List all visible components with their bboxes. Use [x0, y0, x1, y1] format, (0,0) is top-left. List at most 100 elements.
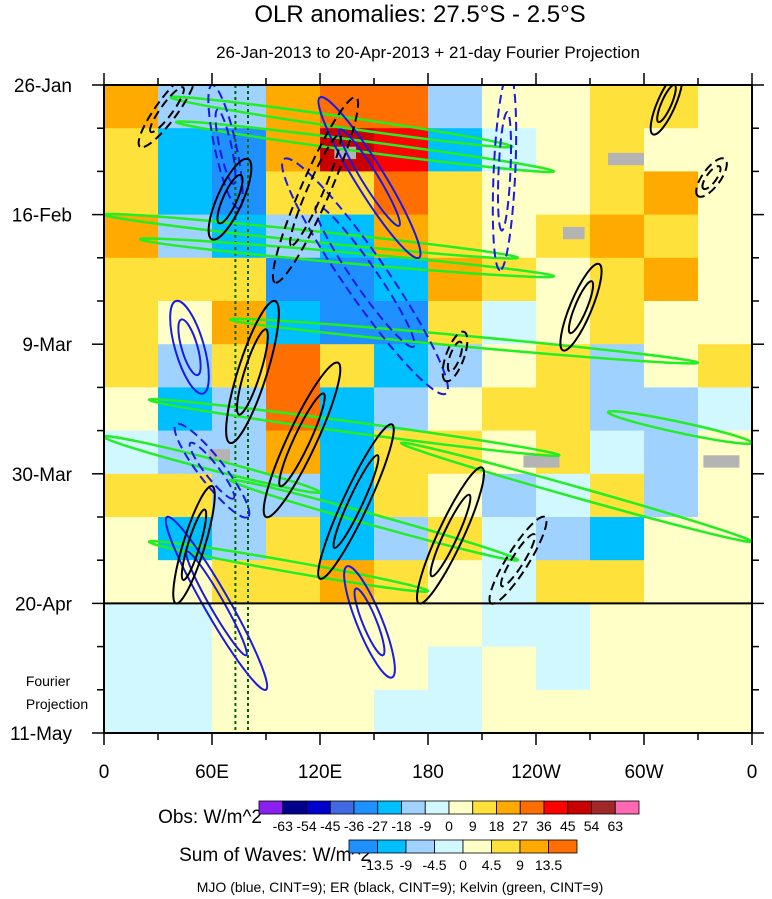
colorbar-swatch	[491, 839, 521, 854]
heatmap-cell	[320, 646, 375, 691]
heatmap-cell	[698, 85, 752, 129]
x-tick-label: 120W	[511, 762, 561, 783]
y-tick-label: 20-Apr	[15, 594, 73, 615]
heatmap-cell	[320, 430, 375, 475]
er-contour	[225, 299, 280, 445]
colorbar-swatch	[496, 800, 521, 815]
obs-colorbar: -63 -54 -45 -36 -27 -18 -9 0 9 18 27 36 45 54 63	[258, 800, 640, 834]
heatmap-cell	[428, 85, 483, 129]
er-contour	[216, 173, 244, 225]
kelvin-contour	[147, 539, 430, 593]
heatmap-cell	[428, 603, 483, 648]
heatmap-cell	[536, 646, 591, 691]
mjo-contour	[164, 515, 269, 692]
heatmap-cell	[482, 473, 537, 518]
colorbar-level-label: 4.5	[482, 857, 502, 873]
x-tick-label: 0	[99, 762, 110, 783]
mjo-contour	[169, 299, 210, 395]
heatmap-cell	[590, 646, 645, 691]
mjo-contour	[343, 565, 396, 679]
er-contour	[149, 86, 185, 134]
colorbar-swatch	[353, 800, 379, 815]
heatmap-cell	[104, 517, 159, 561]
heatmap-cell	[158, 128, 213, 172]
colorbar-swatch	[519, 800, 545, 815]
mjo-contour	[281, 157, 449, 396]
heatmap-cell	[590, 128, 645, 172]
waves-colorbar-label: Sum of Waves: W/m^2	[179, 845, 371, 866]
colorbar-level-label: 27	[512, 818, 528, 834]
colorbar-swatch	[405, 839, 435, 854]
er-contour	[317, 423, 395, 580]
heatmap-cell	[536, 128, 591, 172]
heatmap-cell	[590, 560, 645, 604]
er-contour	[701, 165, 722, 191]
heatmap-cell	[590, 171, 645, 216]
heatmap-cell	[212, 689, 267, 733]
colorbar-level-label: 0	[459, 857, 467, 873]
colorbar-swatch	[329, 800, 355, 815]
colorbar-swatch	[448, 800, 474, 815]
heatmap-cell	[536, 517, 591, 561]
kelvin-contour	[169, 95, 514, 149]
heatmap-cell	[482, 689, 537, 733]
kelvin-contour	[228, 317, 700, 365]
chart-title: OLR anomalies: 27.5°S - 2.5°S	[254, 1, 585, 28]
colorbar-swatch	[543, 800, 569, 815]
heatmap-cell	[320, 689, 375, 733]
colorbar-level-label: -45	[320, 818, 340, 834]
heatmap-cell	[104, 689, 159, 733]
wave-contours	[104, 85, 752, 733]
heatmap-cell	[698, 689, 752, 733]
heatmap-cell	[374, 473, 429, 518]
heatmap-cell	[104, 171, 159, 216]
wave-caption: MJO (blue, CINT=9); ER (black, CINT=9); …	[197, 879, 604, 895]
heatmap-cell	[158, 560, 213, 604]
heatmap-cell	[698, 171, 752, 216]
er-contour	[446, 340, 464, 373]
heatmap-cell	[698, 603, 752, 648]
heatmap-cell	[158, 603, 213, 648]
heatmap-cell	[266, 646, 321, 691]
heatmap-cell	[644, 646, 699, 691]
heatmap-cell	[644, 560, 699, 604]
heatmap-cell	[428, 689, 483, 733]
heatmap-cell	[266, 214, 321, 259]
missing-data-box	[563, 226, 585, 240]
heatmap-cell	[320, 85, 375, 129]
heatmap-cell	[158, 387, 213, 432]
projection-label-line2: Projection	[26, 696, 88, 712]
heatmap-cell	[104, 473, 159, 518]
x-tick-label: 120E	[298, 762, 342, 783]
heatmap-cell	[698, 473, 752, 518]
er-contour	[262, 361, 342, 519]
heatmap-cell	[158, 171, 213, 216]
y-tick-label: 11-May	[10, 724, 72, 745]
er-contour	[441, 330, 469, 383]
y-tick-label: 26-Jan	[14, 76, 72, 97]
heatmap-cell	[266, 560, 321, 604]
mjo-contour	[317, 95, 422, 260]
colorbar-level-label: -63	[273, 818, 293, 834]
er-contour	[271, 96, 360, 284]
heatmap-cell	[104, 560, 159, 604]
mjo-contour	[173, 422, 251, 519]
heatmap-cell	[644, 689, 699, 733]
mjo-contour	[177, 318, 202, 377]
heatmap-cell	[536, 430, 591, 475]
colorbar-level-label: 54	[584, 818, 600, 834]
heatmap-cell	[212, 517, 267, 561]
heatmap-cell	[590, 473, 645, 518]
heatmap-cell	[698, 214, 752, 259]
obs-colorbar-label: Obs: W/m^2	[158, 807, 262, 828]
heatmap-cell	[266, 344, 321, 388]
heatmap-cell	[644, 214, 699, 259]
colorbar-swatch	[348, 839, 378, 854]
colorbar-swatch	[282, 800, 307, 815]
colorbar-swatch	[258, 800, 284, 815]
colorbar-level-label: -4.5	[422, 857, 446, 873]
heatmap-cell	[374, 646, 429, 691]
heatmap-cell	[698, 646, 752, 691]
colorbar-level-label: -13.5	[362, 857, 394, 873]
waves-colorbar: -13.5 -9 -4.5 0 4.5 9 13.5	[348, 839, 578, 873]
